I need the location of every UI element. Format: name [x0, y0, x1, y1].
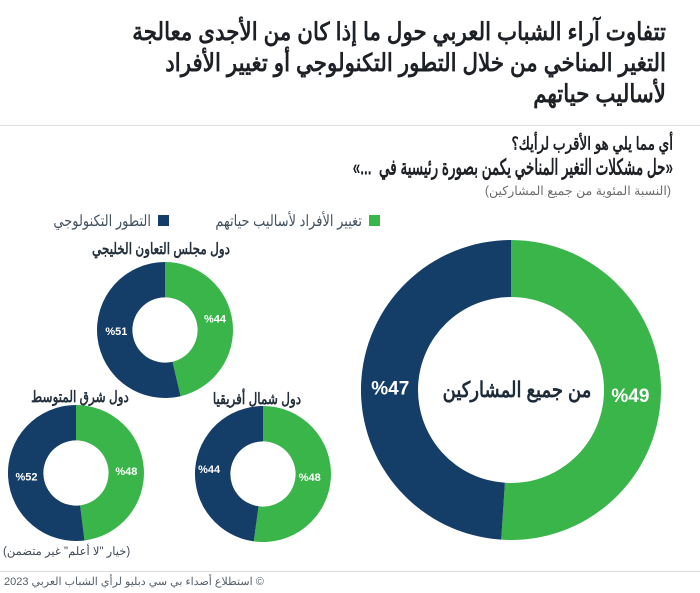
svg-text:%48: %48	[299, 472, 321, 484]
svg-text:%44: %44	[204, 314, 227, 326]
svg-text:%48: %48	[115, 466, 137, 478]
svg-text:%52: %52	[15, 471, 37, 483]
svg-text:%44: %44	[198, 464, 221, 476]
svg-text:%47: %47	[371, 379, 409, 400]
svg-text:%51: %51	[106, 326, 128, 338]
svg-text:%49: %49	[611, 386, 649, 407]
